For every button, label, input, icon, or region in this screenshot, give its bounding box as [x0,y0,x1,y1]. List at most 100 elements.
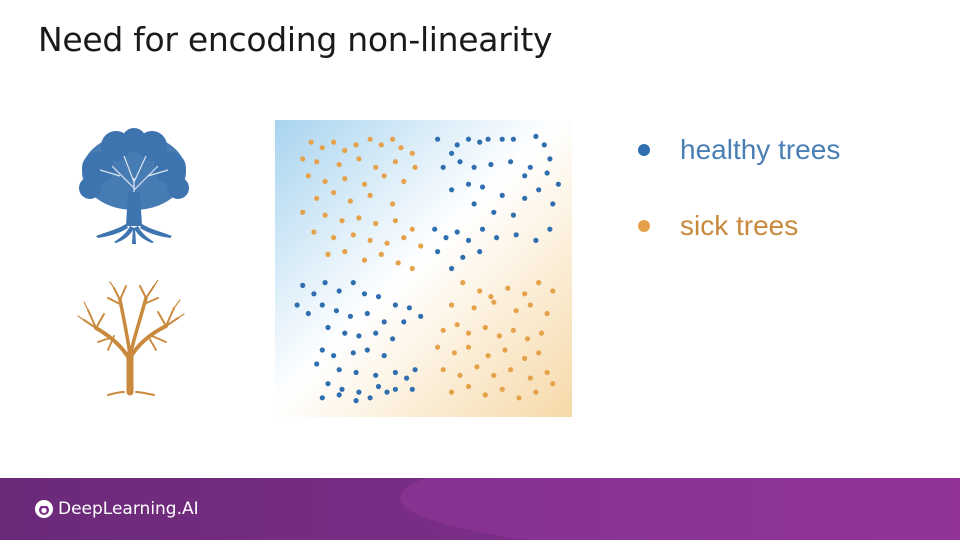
healthy-tree-point [384,389,390,395]
sick-tree-point [454,322,460,328]
legend-item-healthy: healthy trees [634,128,840,172]
footer-decoration [400,478,960,540]
sick-tree-point [440,367,446,373]
scatter-plot-svg [275,120,572,417]
sick-tree-point [550,288,556,294]
healthy-tree-point [392,369,398,376]
sick-tree-point [342,176,348,182]
sick-tree-point [350,232,356,238]
healthy-tree-point [479,226,486,232]
healthy-tree-point [322,280,328,286]
healthy-tree-point [443,235,449,241]
sick-tree-point [485,353,491,359]
sick-tree-point [449,302,455,308]
sick-tree-point [342,249,348,255]
healthy-tree-point [356,333,362,339]
healthy-tree-point [347,313,353,319]
sick-tree-point [522,355,528,361]
sick-tree-point [356,215,362,221]
healthy-tree-point [457,159,463,165]
healthy-tree-point [381,353,387,359]
healthy-tree-point [533,133,539,139]
healthy-tree-point [331,353,337,359]
sick-tree-point [325,251,331,257]
healthy-tree-point [533,237,539,243]
sick-tree-point [311,229,317,235]
sick-tree-point [392,159,398,165]
legend-dot-sick [638,220,650,232]
healthy-tree-point [485,136,491,142]
sick-tree-point [474,364,480,370]
sick-tree-point [373,164,379,170]
sick-tree-point [482,324,488,331]
sick-tree-point [477,288,483,294]
healthy-tree-point [325,324,331,331]
legend-item-sick: sick trees [634,204,840,248]
healthy-tree-point [350,350,356,356]
sick-tree-point [395,260,401,266]
sick-tree-point [308,139,314,145]
sick-tree-point [491,299,497,305]
healthy-tree-point [392,302,398,308]
healthy-tree-point [401,319,407,325]
sick-tree-point [381,173,387,179]
healthy-tree-point [294,302,300,308]
sick-tree-point [409,265,415,272]
sick-tree-point [536,350,542,356]
healthy-tree-point [435,249,441,255]
sick-tree-point [527,375,533,381]
healthy-tree-point [364,310,370,317]
sick-tree-point [502,347,508,353]
healthy-tree-point [314,361,320,367]
sick-tree-point [390,201,396,207]
footer-bar: DeepLearning.AI [0,478,960,540]
healthy-tree-point [454,229,460,235]
healthy-tree-point [544,170,550,176]
sick-tree-point [457,372,463,378]
healthy-tree-point [465,181,472,187]
healthy-tree-point [404,375,410,381]
legend-label-healthy: healthy trees [680,134,841,165]
sick-tree-point [418,243,424,249]
sick-tree-point [300,156,306,162]
healthy-tree-point [432,226,438,232]
healthy-tree-point [381,319,387,325]
healthy-tree-point [325,381,331,387]
healthy-tree-point [339,386,345,392]
healthy-tree-point [449,187,455,193]
healthy-tree-point [319,347,325,353]
healthy-tree-point [477,249,483,255]
healthy-tree-point [305,310,311,317]
healthy-tree-point [541,142,547,148]
sick-tree-point [384,240,390,246]
healthy-tree-icon [79,128,189,244]
sick-tree-point [336,161,342,168]
sick-tree-point [390,136,396,142]
sick-tree-point [322,178,328,184]
sick-tree-point [401,178,407,184]
sick-tree-point [510,327,516,333]
healthy-tree-point [336,392,342,398]
healthy-tree-point [527,164,533,170]
sick-tree-point [538,330,545,336]
sick-tree-point [527,302,533,308]
healthy-tree-point [522,195,528,201]
sick-tree-point [378,251,384,257]
healthy-tree-point [460,254,466,260]
healthy-tree-point [390,336,396,342]
healthy-tree-point [491,209,497,215]
legend-label-sick: sick trees [680,210,799,241]
brand-name: DeepLearning.AI [58,499,199,519]
healthy-tree-point [479,184,486,190]
sick-tree-point [522,291,528,297]
healthy-tree-point [465,237,472,243]
healthy-tree-point [336,288,342,294]
healthy-tree-point [300,282,306,288]
sick-tree-point [378,142,384,148]
sick-tree-point [508,367,514,373]
healthy-tree-point [412,367,418,373]
sick-tree-point [314,195,320,201]
sick-tree-point [339,218,345,224]
healthy-tree-point [373,330,379,336]
healthy-tree-point [449,265,455,272]
